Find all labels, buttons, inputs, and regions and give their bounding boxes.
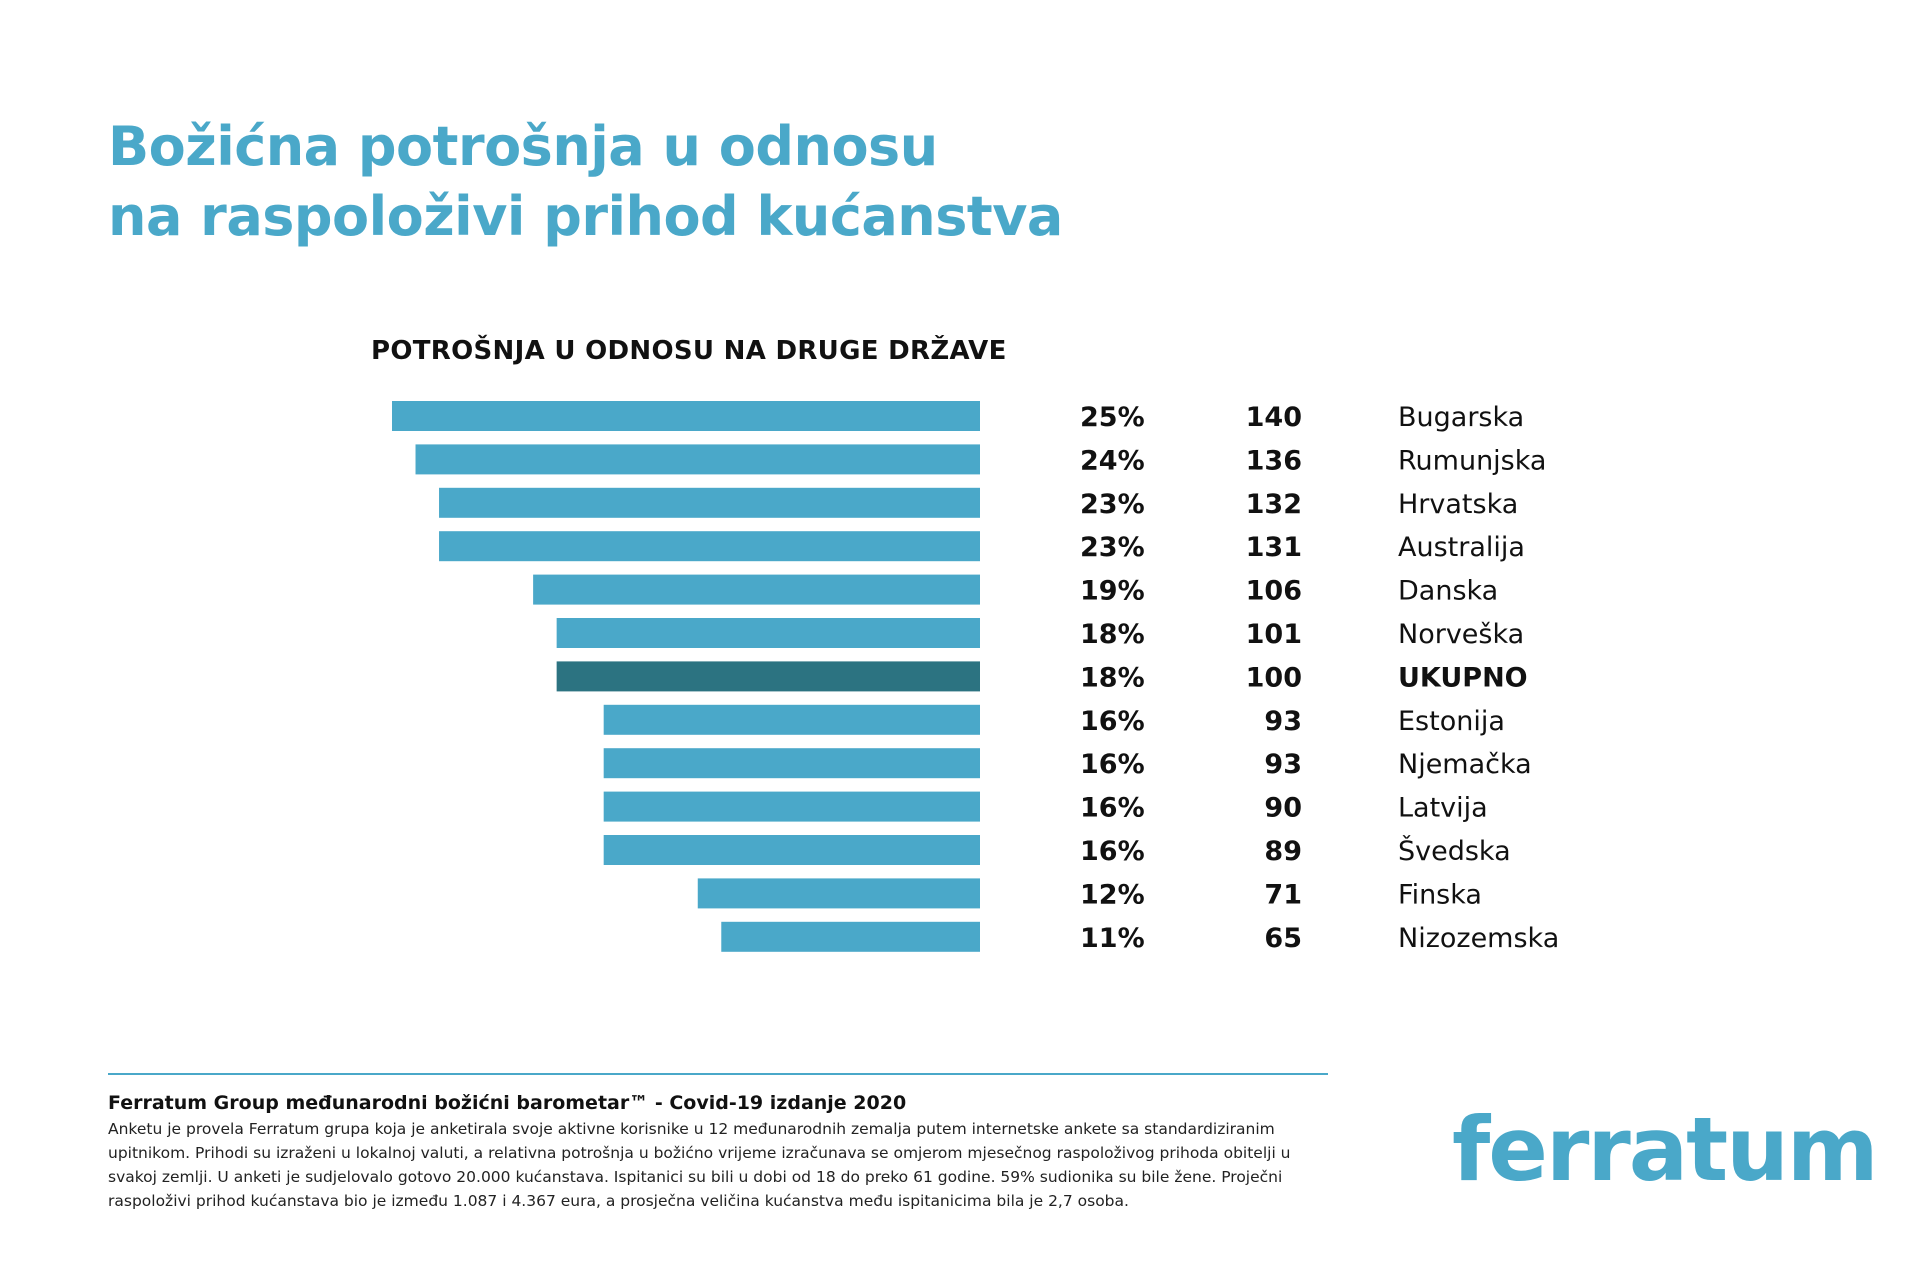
bar-estonija xyxy=(603,704,980,735)
title-line-1: Božićna potrošnja u odnosu xyxy=(108,115,938,178)
category-label-rumunjska: Rumunjska xyxy=(1398,445,1546,476)
value-label--vedska: 16% xyxy=(1080,836,1145,867)
value-label-hrvatska: 23% xyxy=(1080,489,1145,520)
index-label-hrvatska: 132 xyxy=(1246,489,1302,520)
value-label-norve-ka: 18% xyxy=(1080,619,1145,650)
chart-title: POTROŠNJA U ODNOSU NA DRUGE DRŽAVE xyxy=(371,336,1007,366)
category-label-ukupno: UKUPNO xyxy=(1398,662,1528,693)
bar-ukupno xyxy=(556,661,980,692)
index-label-rumunjska: 136 xyxy=(1246,445,1302,476)
bar-norve-ka xyxy=(556,618,980,648)
labels-group: 25% 140 Bugarska 24% 136 Rumunjska 23% 132 Hrvat… xyxy=(1080,402,1559,954)
index-label-bugarska: 140 xyxy=(1246,402,1302,433)
category-label-latvija: Latvija xyxy=(1398,793,1488,824)
value-label-estonija: 16% xyxy=(1080,706,1145,737)
category-label-bugarska: Bugarska xyxy=(1398,402,1524,433)
value-label-finska: 12% xyxy=(1080,879,1145,910)
bar-rumunjska xyxy=(415,444,980,475)
value-label-australija: 23% xyxy=(1080,532,1145,563)
index-label-australija: 131 xyxy=(1246,532,1302,563)
footer-divider xyxy=(108,1073,1328,1075)
index-label--vedska: 89 xyxy=(1264,836,1302,867)
index-label-finska: 71 xyxy=(1264,879,1302,910)
category-label-norve-ka: Norveška xyxy=(1398,619,1524,650)
category-label-estonija: Estonija xyxy=(1398,706,1505,737)
bar-danska xyxy=(533,574,980,605)
category-label-danska: Danska xyxy=(1398,576,1498,607)
category-label-njema-ka: Njemačka xyxy=(1398,749,1532,780)
bar-nizozemska xyxy=(721,921,980,952)
index-label-norve-ka: 101 xyxy=(1246,619,1302,650)
bar-hrvatska xyxy=(439,487,980,518)
bar-finska xyxy=(697,878,980,909)
category-label--vedska: Švedska xyxy=(1398,835,1511,867)
page-title: Božićna potrošnja u odnosu na raspoloživ… xyxy=(108,112,1063,252)
bar-bugarska xyxy=(392,401,980,431)
value-label-danska: 19% xyxy=(1080,576,1145,607)
index-label-ukupno: 100 xyxy=(1246,662,1302,693)
index-label-latvija: 90 xyxy=(1264,793,1302,824)
index-label-nizozemska: 65 xyxy=(1264,923,1302,954)
value-label-rumunjska: 24% xyxy=(1080,445,1145,476)
title-line-2: na raspoloživi prihod kućanstva xyxy=(108,185,1063,248)
bars-group xyxy=(392,401,980,952)
value-label-nizozemska: 11% xyxy=(1080,923,1145,954)
value-label-bugarska: 25% xyxy=(1080,402,1145,433)
bar-njema-ka xyxy=(603,748,980,779)
bar-latvija xyxy=(603,791,980,822)
category-label-australija: Australija xyxy=(1398,532,1525,563)
category-label-finska: Finska xyxy=(1398,879,1482,910)
category-label-hrvatska: Hrvatska xyxy=(1398,489,1518,520)
footer-text: Anketu je provela Ferratum grupa koja je… xyxy=(108,1120,1291,1210)
category-label-nizozemska: Nizozemska xyxy=(1398,923,1559,954)
ferratum-logo: ferratum xyxy=(1452,1098,1879,1201)
bar--vedska xyxy=(603,835,980,865)
value-label-ukupno: 18% xyxy=(1080,662,1145,693)
index-label-njema-ka: 93 xyxy=(1264,749,1302,780)
index-label-danska: 106 xyxy=(1246,576,1302,607)
value-label-njema-ka: 16% xyxy=(1080,749,1145,780)
index-label-estonija: 93 xyxy=(1264,706,1302,737)
bar-australija xyxy=(439,531,980,562)
footer-title: Ferratum Group međunarodni božićni barom… xyxy=(108,1092,907,1114)
value-label-latvija: 16% xyxy=(1080,793,1145,824)
